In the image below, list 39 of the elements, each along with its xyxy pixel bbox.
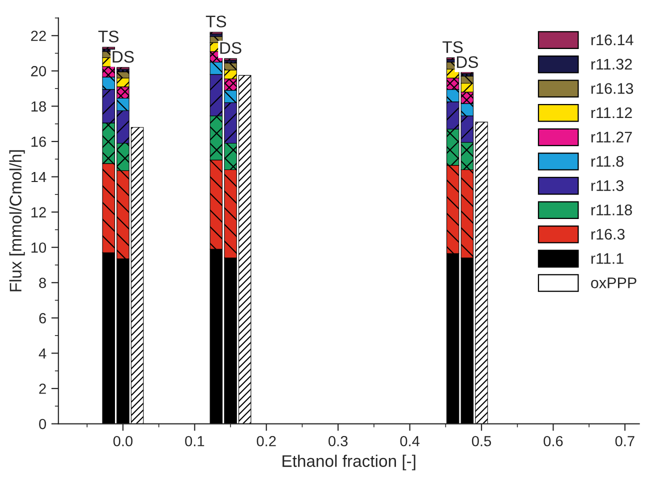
x-tick-label: 0.2 (256, 436, 276, 446)
annotation: DS (456, 56, 478, 68)
legend-label: r16.3 (591, 228, 625, 240)
annotation: DS (220, 42, 242, 54)
legend-label: r11.3 (591, 180, 624, 192)
legend-label: r16.13 (591, 83, 634, 94)
y-tick-label: 4 (38, 348, 46, 358)
annotation: TS (206, 16, 226, 28)
x-tick-label: 0.6 (544, 436, 563, 446)
legend-label: r11.18 (591, 204, 632, 216)
x-tick-label: 0.0 (113, 436, 133, 446)
x-tick-label: 0.5 (472, 436, 492, 446)
y-tick-label: 2 (39, 384, 46, 394)
x-tick-label: 0.1 (185, 436, 204, 446)
y-tick-label: 10 (31, 242, 46, 253)
legend-label: r11.12 (591, 107, 632, 118)
legend-label: r11.32 (591, 58, 632, 70)
y-tick-label: 6 (39, 313, 46, 324)
x-tick-label: 0.3 (328, 436, 348, 446)
y-axis-title: Flux [mmol/Cmol/h] (9, 150, 25, 292)
y-tick-label: 20 (31, 66, 46, 76)
legend-label: r11.27 (591, 132, 632, 142)
legend-label: oxPPP (591, 278, 636, 288)
y-tick-label: 8 (39, 278, 46, 288)
annotation: DS (112, 50, 134, 63)
y-tick-label: 12 (31, 207, 46, 218)
y-tick-label: 22 (31, 30, 46, 41)
y-tick-label: 0 (39, 418, 46, 430)
y-tick-label: 14 (31, 172, 46, 182)
annotation: TS (442, 41, 463, 53)
legend-label: r16.14 (591, 34, 634, 46)
y-tick-label: 18 (31, 101, 46, 112)
annotation: TS (98, 30, 118, 42)
legend-label: r11.1 (591, 253, 624, 264)
y-tick-label: 16 (31, 136, 46, 147)
legend-label: r11.8 (591, 156, 624, 167)
x-tick-label: 0.4 (400, 436, 420, 446)
x-tick-label: 0.7 (615, 436, 634, 446)
x-axis-title: Ethanol fraction [-] (282, 454, 416, 470)
